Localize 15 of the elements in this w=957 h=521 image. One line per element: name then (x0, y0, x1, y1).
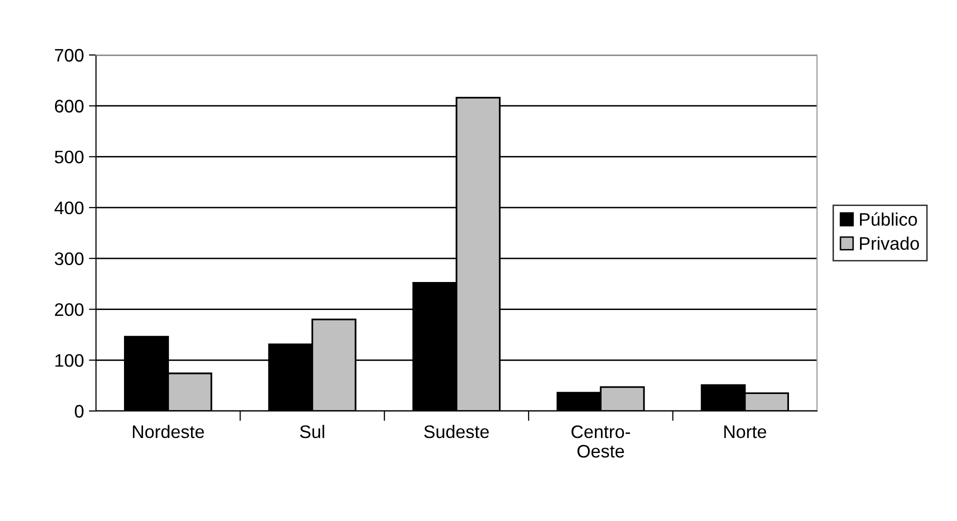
y-tick-label: 200 (54, 303, 84, 316)
y-tick-label: 600 (54, 100, 84, 113)
y-tick-label: 400 (54, 202, 84, 214)
x-tick-label: Centro-Oeste (572, 425, 630, 458)
y-tick-label: 300 (54, 252, 84, 266)
y-tick-label: 700 (55, 48, 84, 62)
y-tick-label: 500 (54, 150, 84, 164)
legend-label: Público (860, 212, 917, 226)
y-tick-label: 100 (55, 354, 84, 367)
x-tick-label: Sudeste (424, 424, 489, 438)
x-tick-label: Nordeste (132, 424, 204, 438)
x-tick-label: Norte (724, 426, 766, 438)
x-tick-label: Sul (300, 424, 324, 438)
y-tick-label: 0 (74, 404, 84, 418)
legend-label: Privado (860, 236, 919, 250)
